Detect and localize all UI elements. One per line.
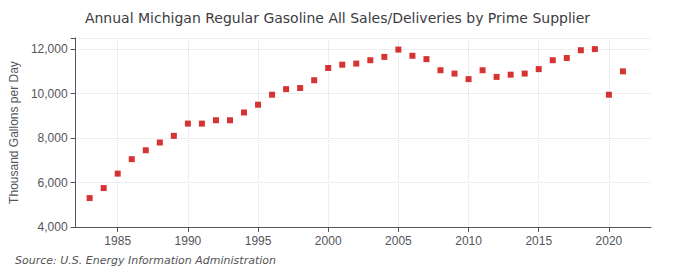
- svg-text:4,000: 4,000: [38, 220, 68, 234]
- svg-text:1990: 1990: [175, 234, 202, 248]
- svg-text:2005: 2005: [385, 234, 412, 248]
- svg-text:2020: 2020: [596, 234, 623, 248]
- svg-text:2010: 2010: [455, 234, 482, 248]
- svg-text:10,000: 10,000: [31, 87, 68, 101]
- svg-text:6,000: 6,000: [38, 176, 68, 190]
- svg-text:2000: 2000: [315, 234, 342, 248]
- svg-text:12,000: 12,000: [31, 42, 68, 56]
- svg-text:8,000: 8,000: [38, 131, 68, 145]
- svg-text:2015: 2015: [525, 234, 552, 248]
- svg-text:1985: 1985: [104, 234, 131, 248]
- svg-text:1995: 1995: [245, 234, 272, 248]
- svg-text:Annual Michigan Regular Gasoli: Annual Michigan Regular Gasoline All Sal…: [85, 10, 590, 26]
- svg-text:Source: U.S. Energy Informatio: Source: U.S. Energy Information Administ…: [15, 254, 276, 267]
- svg-text:Thousand Gallons per Day: Thousand Gallons per Day: [7, 61, 21, 204]
